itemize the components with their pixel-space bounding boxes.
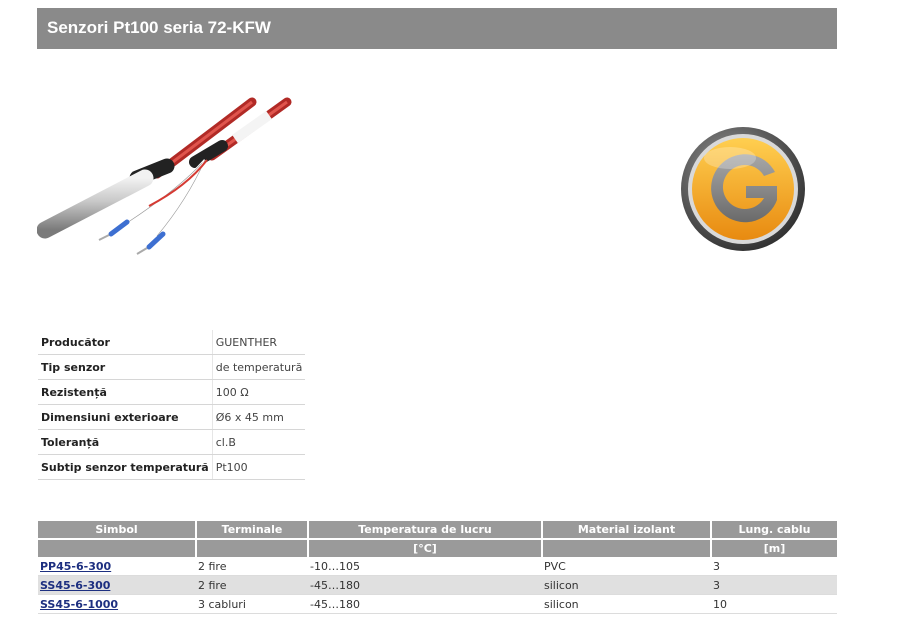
column-header-terminale: Terminale bbox=[196, 521, 309, 539]
column-header-temperatura: Temperatura de lucru bbox=[308, 521, 543, 539]
spec-value: de temperatură bbox=[211, 354, 306, 380]
product-link-ss45-6-1000[interactable]: SS45-6-1000 bbox=[40, 597, 119, 611]
spec-label: Producător bbox=[38, 330, 213, 355]
table-cell: -45…180 bbox=[308, 575, 542, 595]
table-cell: 3 cabluri bbox=[196, 594, 308, 614]
unit-cell bbox=[196, 538, 309, 557]
product-image bbox=[37, 97, 292, 255]
specs-table: Producător GUENTHER Tip senzor de temper… bbox=[38, 330, 306, 480]
spec-label: Tip senzor bbox=[38, 354, 213, 380]
title-bar: Senzori Pt100 seria 72-KFW bbox=[37, 8, 837, 49]
symbol-cell: PP45-6-300 bbox=[38, 557, 196, 576]
spec-value: GUENTHER bbox=[211, 330, 306, 355]
spec-row: Toleranță cl.B bbox=[38, 429, 306, 455]
column-header-lungime: Lung. cablu bbox=[711, 521, 837, 539]
table-cell: 10 bbox=[711, 594, 837, 614]
spec-row: Rezistență 100 Ω bbox=[38, 379, 306, 405]
product-link-pp45-6-300[interactable]: PP45-6-300 bbox=[40, 559, 112, 573]
table-cell: -45…180 bbox=[308, 594, 542, 614]
spec-label: Subtip senzor temperatură bbox=[38, 454, 213, 480]
table-cell: silicon bbox=[542, 594, 711, 614]
spec-value: 100 Ω bbox=[211, 379, 306, 405]
table-unit-row: [°C] [m] bbox=[38, 538, 837, 557]
page-title: Senzori Pt100 seria 72-KFW bbox=[47, 18, 271, 37]
spec-label: Dimensiuni exterioare bbox=[38, 404, 213, 430]
table-header-row: Simbol Terminale Temperatura de lucru Ma… bbox=[38, 521, 837, 539]
table-cell: silicon bbox=[542, 575, 711, 595]
table-row: SS45-6-300 2 fire -45…180 silicon 3 bbox=[38, 575, 837, 595]
spec-label: Toleranță bbox=[38, 429, 213, 455]
spec-value: Ø6 x 45 mm bbox=[211, 404, 306, 430]
symbol-cell: SS45-6-1000 bbox=[38, 594, 196, 614]
spec-value: Pt100 bbox=[211, 454, 306, 480]
column-header-material: Material izolant bbox=[542, 521, 712, 539]
spec-row: Subtip senzor temperatură Pt100 bbox=[38, 454, 306, 480]
guenther-logo bbox=[681, 127, 805, 251]
table-cell: 2 fire bbox=[196, 557, 308, 576]
unit-cell: [°C] bbox=[308, 538, 543, 557]
table-cell: 3 bbox=[711, 557, 837, 576]
product-link-ss45-6-300[interactable]: SS45-6-300 bbox=[40, 578, 111, 592]
column-header-simbol: Simbol bbox=[38, 521, 197, 539]
table-cell: 3 bbox=[711, 575, 837, 595]
spec-label: Rezistență bbox=[38, 379, 213, 405]
unit-cell: [m] bbox=[711, 538, 837, 557]
table-cell: -10…105 bbox=[308, 557, 542, 576]
unit-cell bbox=[38, 538, 197, 557]
table-cell: PVC bbox=[542, 557, 711, 576]
models-table: Simbol Terminale Temperatura de lucru Ma… bbox=[38, 521, 837, 614]
table-cell: 2 fire bbox=[196, 575, 308, 595]
symbol-cell: SS45-6-300 bbox=[38, 575, 196, 595]
unit-cell bbox=[542, 538, 712, 557]
table-row: SS45-6-1000 3 cabluri -45…180 silicon 10 bbox=[38, 594, 837, 614]
table-row: PP45-6-300 2 fire -10…105 PVC 3 bbox=[38, 557, 837, 576]
spec-value: cl.B bbox=[211, 429, 306, 455]
spec-row: Producător GUENTHER bbox=[38, 330, 306, 355]
spec-row: Tip senzor de temperatură bbox=[38, 354, 306, 380]
spec-row: Dimensiuni exterioare Ø6 x 45 mm bbox=[38, 404, 306, 430]
